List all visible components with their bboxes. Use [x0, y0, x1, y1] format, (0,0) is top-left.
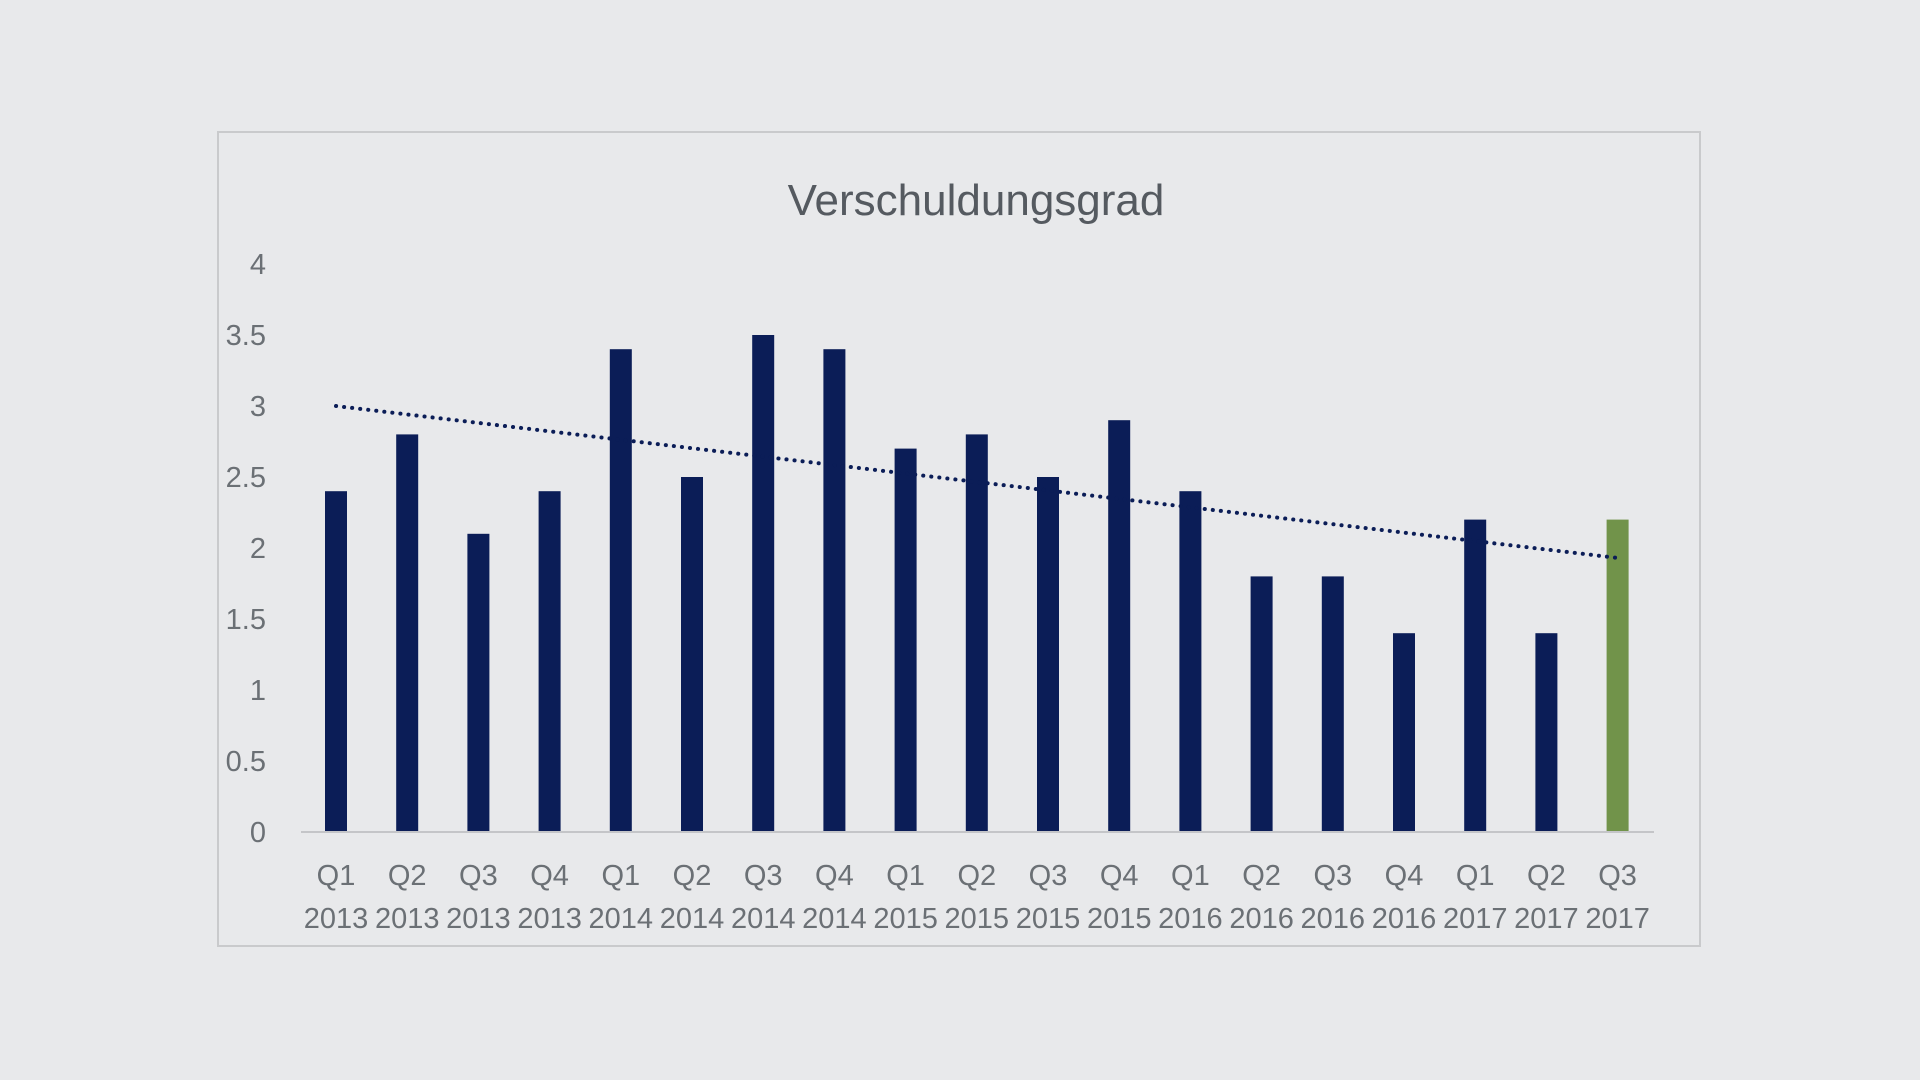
x-tick-label: Q2 2015	[945, 860, 1010, 935]
y-axis-labels: 0 0.5 1 1.5 2 2.5 3 3.5 4	[226, 249, 266, 849]
y-tick-label: 3	[250, 391, 266, 423]
bar	[1037, 477, 1059, 832]
x-tick-label: Q4 2016	[1372, 860, 1437, 935]
y-tick-label: 1.5	[226, 604, 266, 636]
bar	[1464, 519, 1487, 832]
bar	[609, 349, 632, 832]
bar	[325, 491, 347, 832]
x-tick-label: Q1 2014	[589, 860, 654, 935]
bar	[1108, 420, 1131, 832]
x-tick-label: Q1 2017	[1443, 860, 1508, 935]
x-tick-label: Q2 2014	[660, 860, 725, 935]
bar	[1250, 576, 1273, 832]
x-tick-label: Q3 2014	[731, 860, 796, 935]
x-tick-label: Q2 2016	[1229, 860, 1294, 935]
x-tick-label: Q1 2015	[873, 860, 938, 935]
bar	[538, 491, 561, 832]
y-tick-label: 4	[250, 249, 266, 281]
bar	[1321, 576, 1344, 832]
x-tick-label: Q3 2016	[1301, 860, 1366, 935]
y-tick-label: 1	[250, 675, 266, 707]
x-tick-label: Q4 2014	[802, 860, 867, 935]
y-tick-label: 0.5	[226, 746, 266, 778]
bar	[1393, 633, 1415, 832]
x-tick-label: Q3 2013	[446, 860, 511, 935]
chart-frame: Verschuldungsgrad 0 0.5 1 1.5 2 2.5 3 3.5 4 Q1 20…	[217, 131, 1701, 947]
trend-line	[334, 404, 1620, 560]
y-tick-label: 3.5	[226, 320, 266, 352]
bar	[396, 434, 419, 832]
bar	[752, 335, 775, 832]
x-tick-label: Q4 2013	[517, 860, 582, 935]
x-tick-label: Q3 2015	[1016, 860, 1081, 935]
bar	[1179, 491, 1202, 832]
y-tick-label: 2.5	[226, 462, 266, 494]
bar	[681, 477, 703, 832]
bar	[823, 349, 846, 832]
y-tick-label: 0	[250, 817, 266, 849]
x-tick-label: Q1 2016	[1158, 860, 1223, 935]
bar	[965, 434, 988, 832]
bar	[467, 533, 490, 832]
bars	[325, 335, 1629, 832]
chart-title: Verschuldungsgrad	[788, 176, 1165, 225]
x-tick-label: Q2 2017	[1514, 860, 1579, 935]
x-tick-label: Q1 2013	[304, 860, 369, 935]
bar	[1535, 633, 1558, 832]
y-tick-label: 2	[250, 533, 266, 565]
bar	[1606, 519, 1629, 832]
x-tick-label: Q3 2017	[1585, 860, 1650, 935]
bar	[894, 448, 917, 832]
x-tick-label: Q2 2013	[375, 860, 440, 935]
bar-chart: Verschuldungsgrad 0 0.5 1 1.5 2 2.5 3 3.5 4 Q1 20…	[226, 176, 1654, 935]
x-tick-label: Q4 2015	[1087, 860, 1152, 935]
